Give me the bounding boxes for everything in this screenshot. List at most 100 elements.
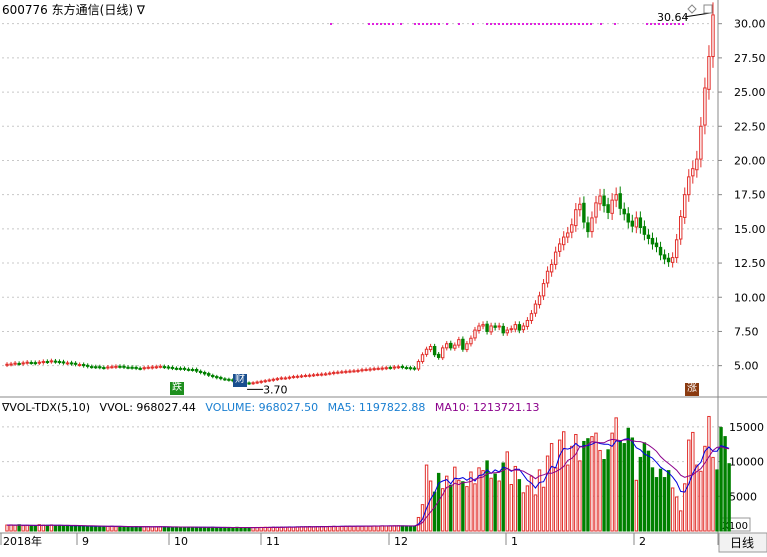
volume-bar[interactable] [501,462,505,532]
volume-bar[interactable] [489,477,493,532]
candle-body[interactable] [384,367,388,370]
volume-bar[interactable] [622,443,626,532]
candle-body[interactable] [465,343,469,351]
candle-body[interactable] [440,347,445,359]
volume-bar[interactable] [202,526,207,532]
volume-bar[interactable] [533,494,538,532]
candle-body[interactable] [674,239,679,259]
volume-bar[interactable] [162,526,167,532]
volume-bar[interactable] [545,455,550,532]
volume-bar[interactable] [453,466,457,532]
volume-bar[interactable] [650,467,655,532]
volume-bar[interactable] [65,524,70,532]
volume-bar[interactable] [198,526,203,532]
candle-body[interactable] [303,374,308,377]
volume-bar[interactable] [582,440,586,532]
volume-bar[interactable] [328,525,332,532]
volume-bar[interactable] [541,486,546,532]
candle-body[interactable] [215,376,219,379]
volume-bar[interactable] [566,464,570,532]
candle-body[interactable] [477,325,481,331]
volume-bar[interactable] [674,496,679,532]
candle-body[interactable] [461,338,465,350]
volume-bar[interactable] [662,477,667,532]
volume-bar[interactable] [440,488,445,532]
volume-bar[interactable] [525,485,530,532]
candle-body[interactable] [497,325,501,328]
candle-body[interactable] [69,362,74,365]
volume-bar[interactable] [134,526,138,532]
volume-bar[interactable] [29,525,33,532]
candle-body[interactable] [146,366,150,369]
candle-body[interactable] [586,222,590,233]
volume-bar[interactable] [94,525,98,532]
candle-body[interactable] [53,360,58,363]
candle-body[interactable] [45,361,50,364]
candle-body[interactable] [493,325,497,328]
candle-body[interactable] [400,365,405,368]
candle-body[interactable] [21,362,25,365]
candle-body[interactable] [219,376,223,380]
volume-bar[interactable] [384,525,388,532]
volume-bar[interactable] [170,526,175,532]
event-badge-rise[interactable]: 涨 [685,383,699,396]
candle-body[interactable] [574,209,578,227]
candle-body[interactable] [650,237,655,245]
candle-body[interactable] [85,364,90,367]
candle-body[interactable] [227,378,231,381]
candle-body[interactable] [348,370,352,373]
candle-body[interactable] [291,376,296,379]
volume-bar[interactable] [457,479,461,532]
volume-bar[interactable] [360,525,364,532]
volume-bar[interactable] [33,525,37,532]
candle-body[interactable] [279,377,284,380]
candle-body[interactable] [711,14,715,58]
candle-body[interactable] [372,368,376,371]
volume-bar[interactable] [194,526,199,532]
volume-bar[interactable] [396,525,401,532]
candle-body[interactable] [275,378,280,381]
volume-bar[interactable] [61,525,66,532]
volume-bar[interactable] [691,431,695,532]
volume-bar[interactable] [138,526,142,532]
candle-body[interactable] [453,344,457,349]
candle-body[interactable] [473,329,477,339]
candle-body[interactable] [703,87,707,126]
volume-bar[interactable] [598,449,602,532]
candle-body[interactable] [388,366,392,369]
candle-body[interactable] [578,203,582,211]
volume-bar[interactable] [497,480,501,532]
volume-bar[interactable] [158,526,163,532]
volume-bar[interactable] [638,456,643,532]
candle-body[interactable] [190,368,195,371]
volume-bar[interactable] [356,525,360,532]
candle-body[interactable] [614,194,618,201]
volume-bar[interactable] [247,527,251,532]
candle-body[interactable] [41,361,46,364]
candle-body[interactable] [545,270,550,284]
volume-bar[interactable] [586,438,590,532]
volume-bar[interactable] [432,491,437,532]
candle-body[interactable] [707,56,711,90]
volume-bar[interactable] [683,483,687,532]
volume-bar[interactable] [207,526,211,532]
candle-body[interactable] [198,370,203,373]
volume-bar[interactable] [69,525,74,532]
candle-body[interactable] [683,194,687,218]
candle-body[interactable] [449,342,453,349]
volume-bar[interactable] [324,526,328,532]
volume-bar[interactable] [57,524,62,532]
candle-body[interactable] [94,366,98,369]
volume-bar[interactable] [699,470,703,532]
candle-body[interactable] [638,217,643,228]
candle-body[interactable] [356,369,360,372]
volume-bar[interactable] [85,525,90,532]
volume-bar[interactable] [150,526,154,532]
volume-bar[interactable] [634,479,639,532]
volume-bar[interactable] [142,526,146,532]
candle-body[interactable] [194,368,199,372]
volume-bar[interactable] [723,436,727,532]
volume-bar[interactable] [110,525,114,532]
candle-body[interactable] [271,378,275,381]
